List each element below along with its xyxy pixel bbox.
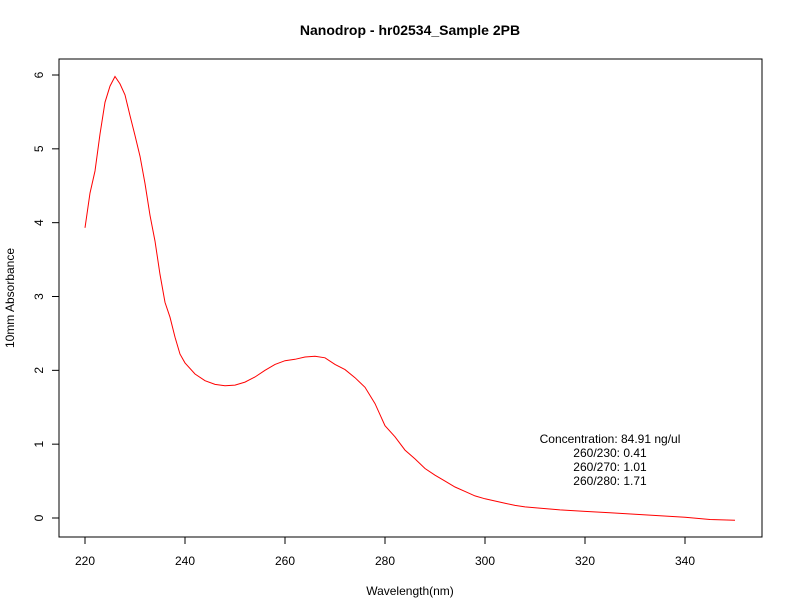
x-tick-label-1: 240 bbox=[175, 554, 195, 568]
x-tick-label-3: 280 bbox=[375, 554, 395, 568]
annotation-line-0: Concentration: 84.91 ng/ul bbox=[540, 432, 681, 446]
x-tick-label-2: 260 bbox=[275, 554, 295, 568]
y-axis-label: 10mm Absorbance bbox=[3, 248, 17, 348]
annotation-line-1: 260/230: 0.41 bbox=[573, 446, 647, 460]
y-tick-label-0: 0 bbox=[32, 514, 46, 521]
x-tick-label-4: 300 bbox=[475, 554, 495, 568]
y-tick-label-2: 2 bbox=[32, 367, 46, 374]
y-tick-label-6: 6 bbox=[32, 71, 46, 78]
annotation-line-3: 260/280: 1.71 bbox=[573, 474, 647, 488]
x-tick-label-6: 340 bbox=[675, 554, 695, 568]
y-tick-label-3: 3 bbox=[32, 293, 46, 300]
chart-title: Nanodrop - hr02534_Sample 2PB bbox=[300, 22, 520, 38]
y-tick-label-5: 5 bbox=[32, 145, 46, 152]
y-tick-label-1: 1 bbox=[32, 441, 46, 448]
y-tick-label-4: 4 bbox=[32, 219, 46, 226]
absorbance-line bbox=[84, 75, 736, 521]
y-axis: 0 1 2 3 4 5 6 bbox=[32, 71, 60, 521]
x-axis-label: Wavelength(nm) bbox=[366, 584, 454, 598]
x-axis: 220 240 260 280 300 320 340 bbox=[75, 536, 695, 568]
x-tick-label-0: 220 bbox=[75, 554, 95, 568]
x-tick-label-5: 320 bbox=[575, 554, 595, 568]
annotation-line-2: 260/270: 1.01 bbox=[573, 460, 647, 474]
